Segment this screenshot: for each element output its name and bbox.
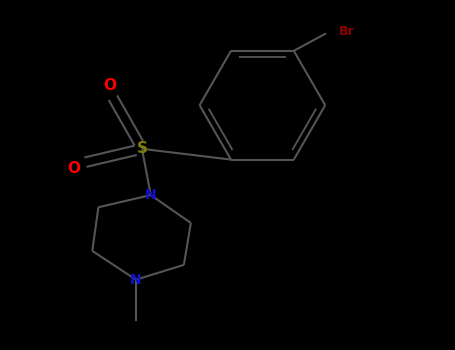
Text: O: O	[67, 161, 81, 176]
Text: O: O	[103, 78, 116, 93]
Text: N: N	[145, 188, 157, 202]
Text: Br: Br	[339, 25, 355, 38]
Text: N: N	[130, 273, 142, 287]
Text: S: S	[136, 141, 147, 156]
